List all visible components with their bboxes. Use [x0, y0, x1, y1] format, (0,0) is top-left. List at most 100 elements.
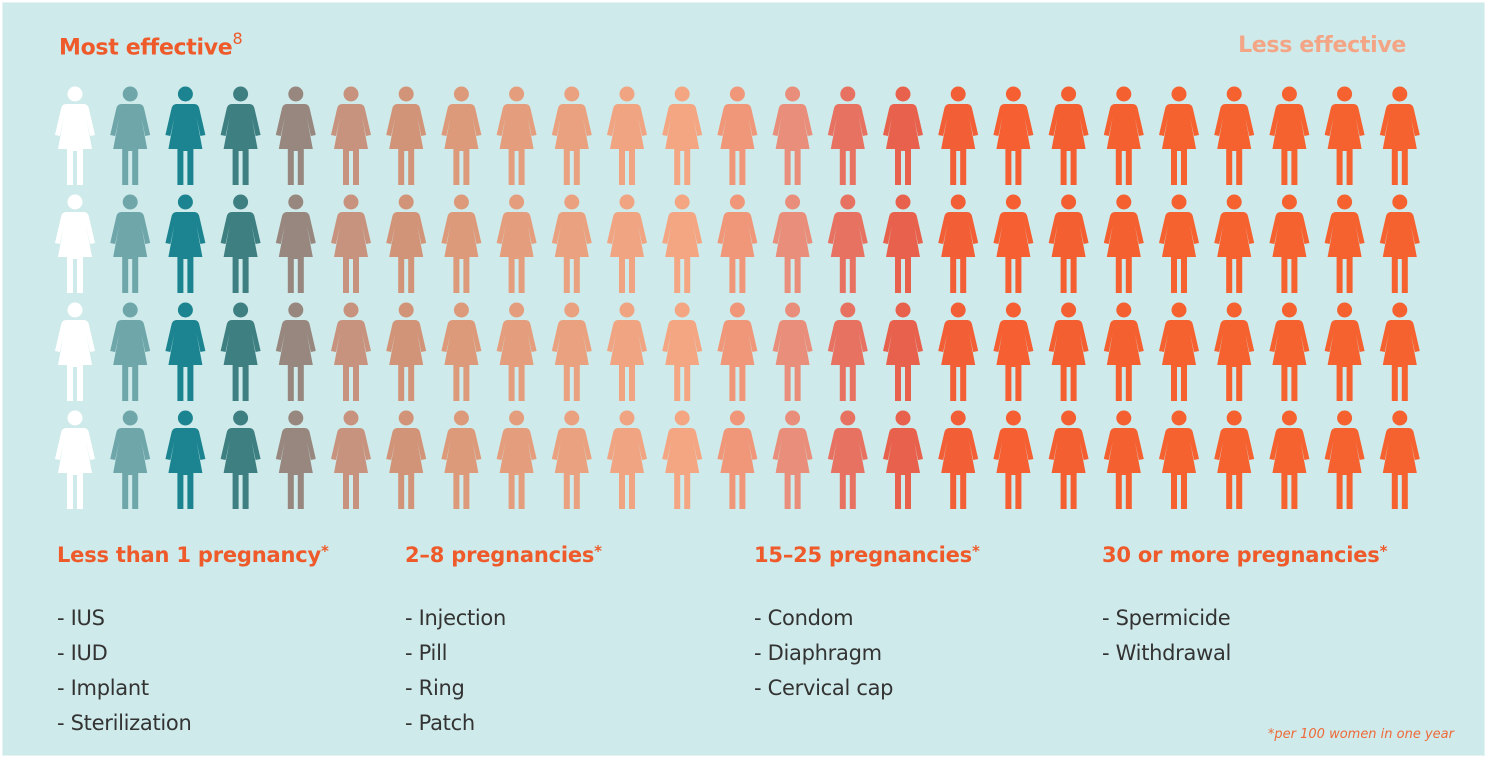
woman-figure-icon	[1048, 194, 1089, 293]
method-item: - Pill	[405, 641, 448, 665]
woman-figure-icon	[386, 302, 427, 401]
woman-figure-icon	[331, 410, 371, 509]
woman-figure-icon	[1379, 302, 1420, 401]
woman-figure-icon	[551, 86, 592, 185]
woman-figure-icon	[1048, 410, 1089, 509]
method-item: - Patch	[405, 711, 475, 735]
woman-figure-icon	[496, 302, 537, 401]
woman-figure-icon	[110, 86, 151, 185]
woman-figure-icon	[1324, 86, 1365, 185]
woman-figure-icon	[1214, 302, 1255, 401]
woman-figure-icon	[1103, 194, 1144, 293]
woman-figure-icon	[55, 194, 95, 293]
woman-figure-icon	[110, 302, 151, 401]
footnote: *per 100 women in one year	[1267, 727, 1454, 742]
woman-figure-icon	[662, 410, 703, 509]
woman-figure-icon	[1379, 410, 1420, 509]
method-item: - Injection	[405, 606, 506, 630]
woman-figure-icon	[55, 86, 95, 185]
woman-figure-icon	[386, 410, 427, 509]
method-item: - Condom	[754, 606, 854, 630]
category-title-text: Less than 1 pregnancy	[57, 543, 321, 567]
woman-figure-icon	[551, 302, 592, 401]
method-item: - Ring	[405, 676, 465, 700]
woman-figure-icon	[441, 302, 482, 401]
woman-figure-icon	[1269, 86, 1310, 185]
method-list: - Injection - Pill - Ring - Patch	[405, 601, 602, 741]
woman-figure-icon	[1324, 410, 1365, 509]
woman-figure-icon	[1159, 86, 1199, 185]
category-title-text: 30 or more pregnancies	[1102, 543, 1380, 567]
woman-figure-icon	[772, 194, 813, 293]
woman-figure-icon	[275, 194, 316, 293]
woman-figure-icon	[1159, 410, 1199, 509]
woman-figure-icon	[607, 194, 647, 293]
method-item: - IUS	[57, 606, 105, 630]
method-list: - IUS - IUD - Implant - Sterilization	[57, 601, 329, 741]
woman-figure-icon	[993, 302, 1034, 401]
woman-figure-icon	[1159, 302, 1199, 401]
woman-figure-icon	[827, 86, 868, 185]
woman-figure-icon	[883, 302, 923, 401]
woman-figure-icon	[938, 302, 979, 401]
woman-figure-icon	[275, 86, 316, 185]
woman-figure-icon	[938, 410, 979, 509]
woman-figure-icon	[1324, 194, 1365, 293]
woman-figure-icon	[441, 194, 482, 293]
woman-figure-icon	[717, 302, 758, 401]
woman-figure-icon	[1269, 302, 1310, 401]
woman-figure-icon	[717, 194, 758, 293]
woman-figure-icon	[662, 86, 703, 185]
woman-figure-icon	[717, 86, 758, 185]
woman-figure-icon	[110, 410, 151, 509]
woman-figure-icon	[275, 410, 316, 509]
footnote-star: *	[320, 542, 329, 560]
category-2-to-8: 2–8 pregnancies* - Injection - Pill - Ri…	[405, 542, 602, 741]
category-title: Less than 1 pregnancy*	[57, 542, 329, 567]
woman-figure-icon	[1269, 410, 1310, 509]
woman-figure-icon	[496, 86, 537, 185]
woman-figure-icon	[993, 86, 1034, 185]
woman-figure-icon	[496, 194, 537, 293]
woman-figure-icon	[883, 410, 923, 509]
footnote-star: *	[594, 542, 602, 560]
woman-figure-icon	[662, 302, 703, 401]
woman-figure-icon	[551, 410, 592, 509]
woman-figure-icon	[441, 86, 482, 185]
woman-figure-icon	[386, 86, 427, 185]
woman-figure-icon	[772, 410, 813, 509]
category-title: 2–8 pregnancies*	[405, 542, 602, 567]
most-effective-label: Most effective	[59, 35, 233, 61]
woman-figure-icon	[55, 410, 95, 509]
woman-figure-icon	[1324, 302, 1365, 401]
woman-figure-icon	[331, 194, 371, 293]
woman-figure-icon	[827, 302, 868, 401]
method-item: - Diaphragm	[754, 641, 882, 665]
category-15-to-25: 15–25 pregnancies* - Condom - Diaphragm …	[754, 542, 980, 706]
category-30-or-more: 30 or more pregnancies* - Spermicide - W…	[1102, 542, 1387, 671]
woman-figure-icon	[1048, 86, 1089, 185]
method-item: - Implant	[57, 676, 149, 700]
reference-number: 8	[232, 29, 243, 48]
category-less-than-1: Less than 1 pregnancy* - IUS - IUD - Imp…	[57, 542, 329, 741]
woman-figure-icon	[938, 86, 979, 185]
category-title-text: 2–8 pregnancies	[405, 543, 595, 567]
woman-figure-icon	[55, 302, 95, 401]
woman-figure-icon	[165, 194, 206, 293]
woman-figure-icon	[1269, 194, 1310, 293]
most-effective-heading: Most effective8	[59, 29, 243, 61]
woman-figure-icon	[496, 410, 537, 509]
woman-figure-icon	[1048, 302, 1089, 401]
category-title: 15–25 pregnancies*	[754, 542, 980, 567]
woman-figure-icon	[1103, 302, 1144, 401]
woman-figure-icon	[883, 86, 923, 185]
category-title: 30 or more pregnancies*	[1102, 542, 1387, 567]
woman-figures-grid	[55, 86, 1420, 509]
woman-figure-icon	[883, 194, 923, 293]
woman-figure-icon	[1103, 410, 1144, 509]
woman-figure-icon	[993, 194, 1034, 293]
woman-figure-icon	[165, 302, 206, 401]
woman-figure-icon	[993, 410, 1034, 509]
woman-figure-icon	[275, 302, 316, 401]
